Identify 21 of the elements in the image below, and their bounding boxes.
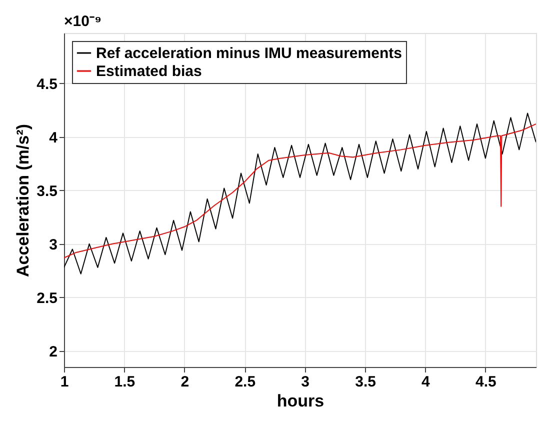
x-tick-label: 3 — [301, 374, 310, 390]
x-tick-label: 1.5 — [114, 374, 136, 390]
y-tick-label: 3.5 — [36, 182, 58, 200]
x-tick-label: 3.5 — [355, 374, 376, 390]
y-tick-label: 2.5 — [36, 290, 58, 307]
x-tick-label: 1 — [60, 374, 69, 390]
y-tick-label: 4.5 — [36, 76, 58, 93]
y-tick-label: 3 — [49, 236, 58, 254]
y-tick-label: 4 — [49, 129, 58, 146]
x-tick-label: 4 — [422, 374, 431, 390]
legend-label: Estimated bias — [96, 63, 202, 80]
text: ×10⁻⁹ — [64, 13, 102, 30]
x-axis-title: hours — [276, 392, 324, 410]
y-tick-label: 2 — [49, 343, 58, 360]
legend-label: Ref acceleration minus IMU measurements — [96, 45, 402, 62]
line-series — [64, 123, 536, 258]
x-tick-label: 2 — [180, 374, 190, 390]
x-tick-label: 4.5 — [476, 374, 496, 390]
x-tick-label: 2.5 — [234, 374, 256, 390]
line-series — [64, 112, 536, 274]
y-axis-title: Acceleration (m/s²) — [14, 124, 33, 278]
